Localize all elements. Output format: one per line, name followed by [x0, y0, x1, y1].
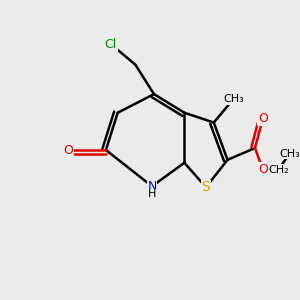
- Text: CH₃: CH₃: [279, 149, 300, 159]
- Text: S: S: [202, 180, 210, 194]
- Text: O: O: [258, 112, 268, 125]
- Text: CH₂: CH₂: [268, 165, 289, 175]
- Text: N: N: [147, 180, 157, 193]
- Text: O: O: [64, 143, 74, 157]
- Text: H: H: [148, 189, 156, 199]
- Text: O: O: [258, 163, 268, 176]
- Text: CH₃: CH₃: [223, 94, 244, 104]
- Text: Cl: Cl: [105, 38, 117, 51]
